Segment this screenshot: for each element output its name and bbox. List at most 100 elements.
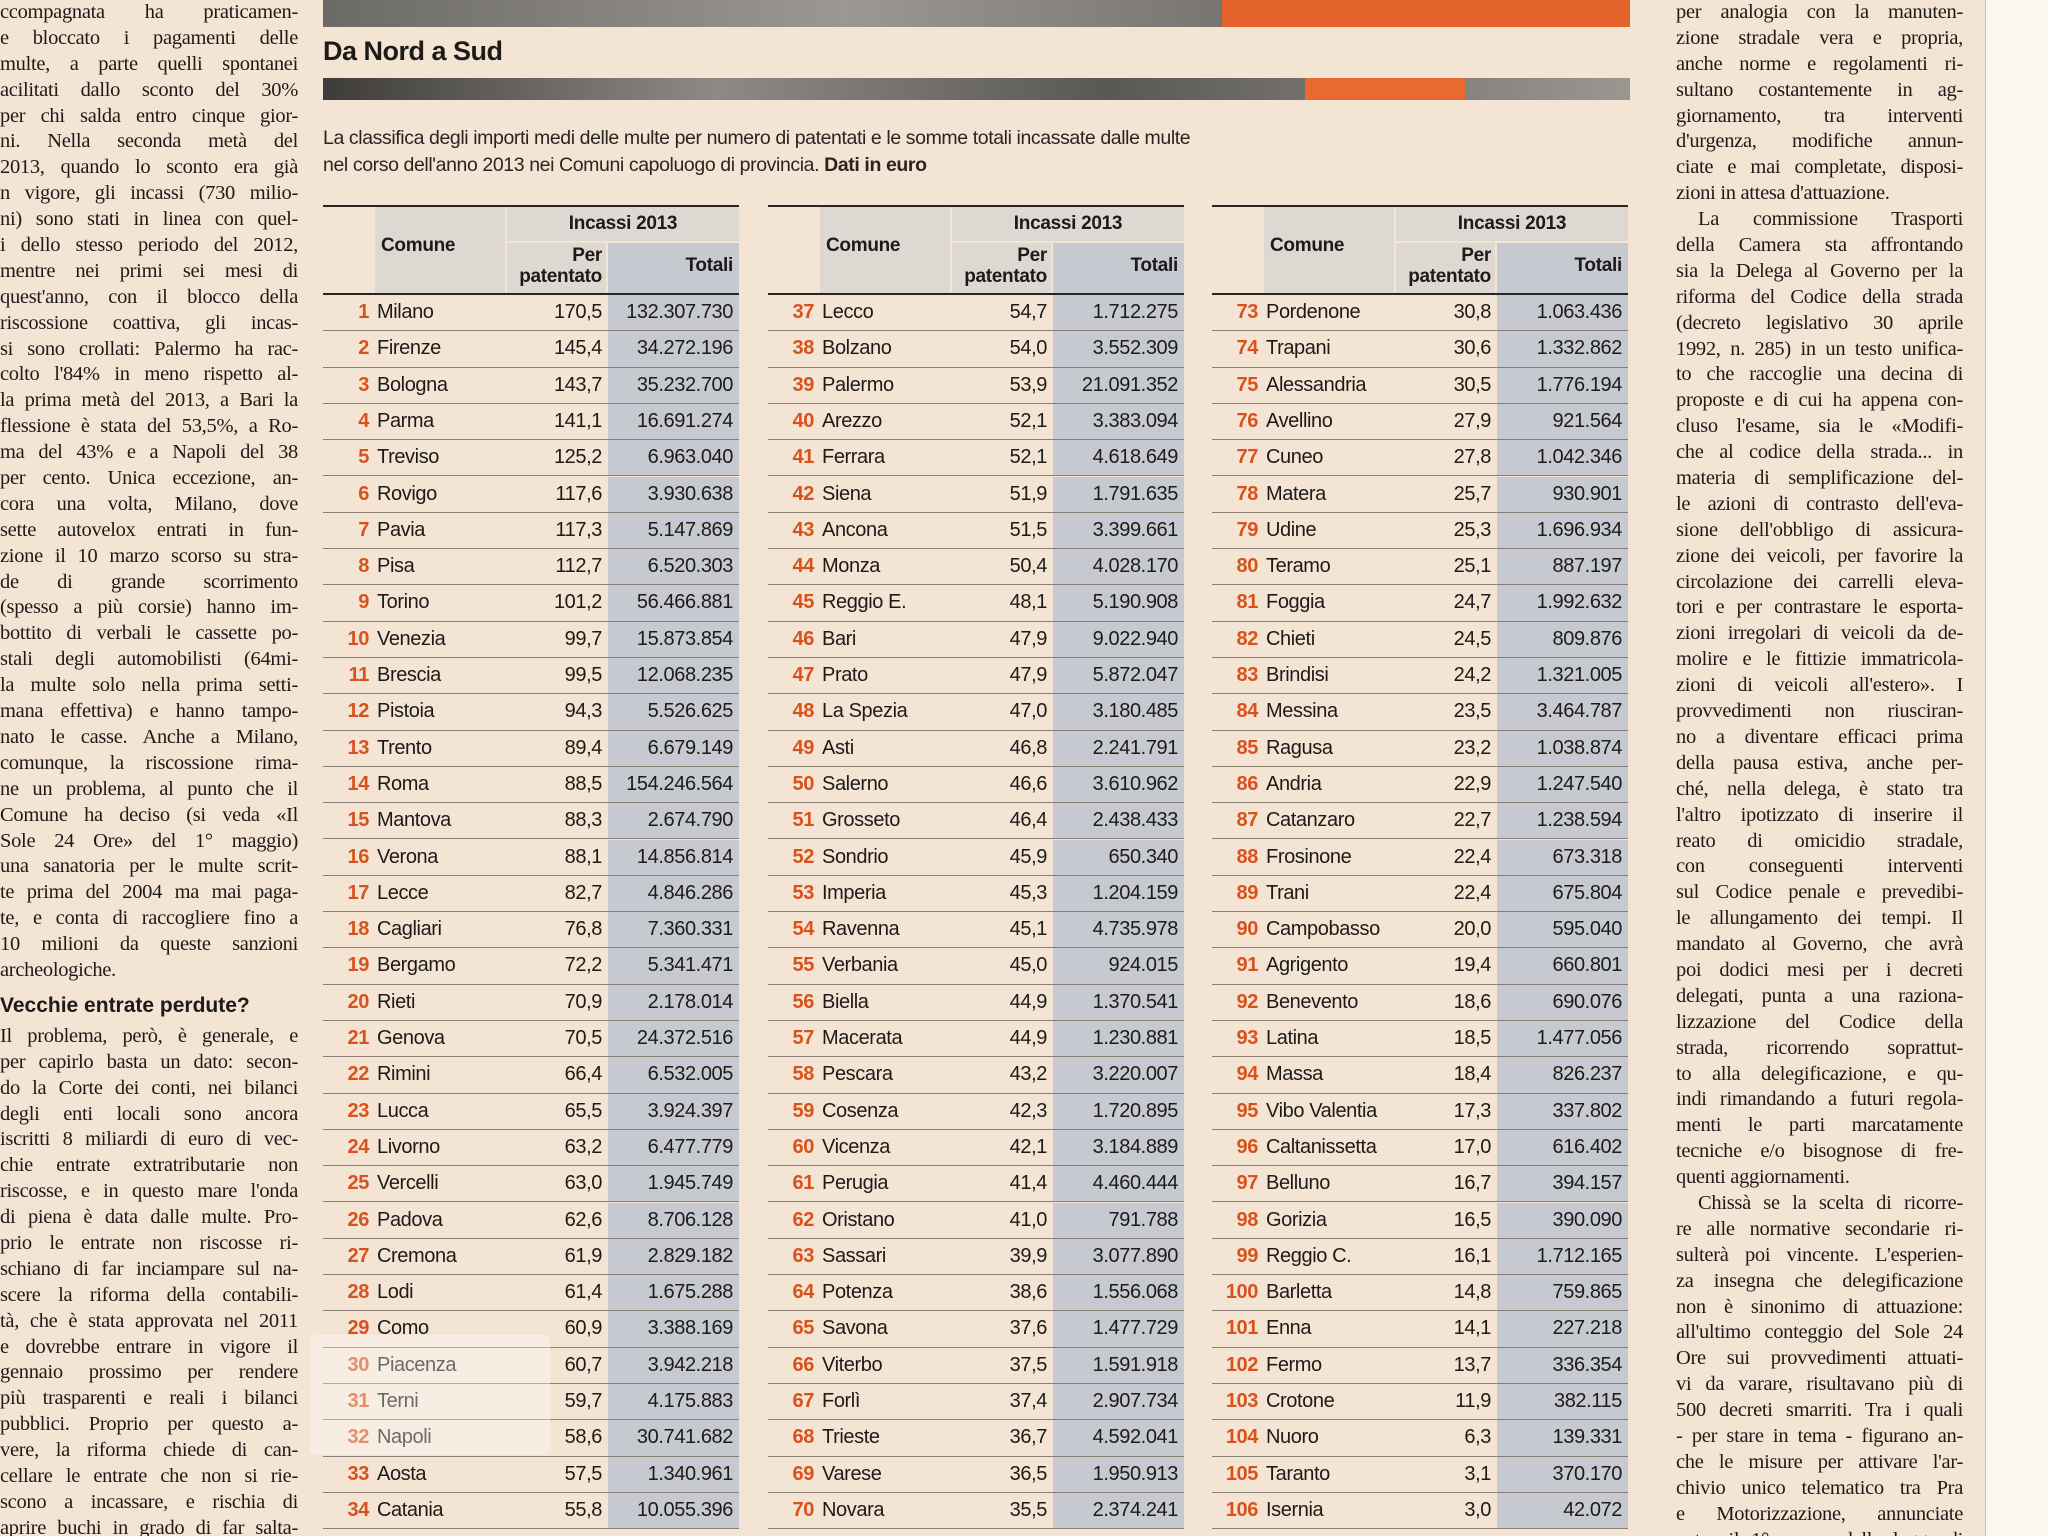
totals-shade bbox=[608, 367, 739, 403]
text-line: della Camera sta affrontando bbox=[1676, 234, 1963, 257]
rank: 54 bbox=[792, 918, 815, 941]
totali: 1.477.056 bbox=[1536, 1027, 1623, 1049]
caption-bold: Dati in euro bbox=[824, 154, 927, 176]
totals-shade bbox=[1497, 331, 1628, 367]
city: Parma bbox=[377, 409, 434, 432]
totali: 5.872.047 bbox=[1092, 664, 1179, 686]
per-patentato: 52,1 bbox=[1009, 409, 1048, 432]
text-line: ccompagnata ha praticamen- bbox=[0, 1, 298, 23]
totali: 5.526.625 bbox=[647, 700, 734, 723]
totali: 1.945.749 bbox=[647, 1172, 734, 1195]
per-patentato: 18,6 bbox=[1453, 990, 1492, 1013]
text-line: che le misure per attivare l'ar- bbox=[1676, 1450, 1963, 1473]
table-row: 17 Lecce 82,7 4.846.286 bbox=[323, 875, 739, 913]
rank: 17 bbox=[347, 881, 370, 904]
table-row: 67 Forlì 37,4 2.907.734 bbox=[768, 1384, 1184, 1421]
totals-shade bbox=[608, 1347, 739, 1383]
city: Livorno bbox=[377, 1135, 440, 1158]
table-row: 30 Piacenza 60,7 3.942.218 bbox=[323, 1347, 739, 1384]
totali: 6.477.779 bbox=[647, 1135, 734, 1158]
city: Cosenza bbox=[822, 1099, 899, 1122]
totals-shade bbox=[608, 585, 739, 621]
table-row: 64 Potenza 38,6 1.556.068 bbox=[768, 1275, 1184, 1312]
table-row: 5 Treviso 125,2 6.963.040 bbox=[323, 440, 739, 477]
text-line: molire e le fittizie immatricola- bbox=[1676, 648, 1963, 671]
text-line: mandato al Governo, che avrà bbox=[1676, 933, 1963, 956]
totals-shade bbox=[608, 912, 739, 948]
totali: 1.204.159 bbox=[1092, 881, 1179, 904]
per-patentato: 18,5 bbox=[1453, 1027, 1492, 1049]
totali: 1.042.346 bbox=[1536, 446, 1623, 469]
totali: 1.370.541 bbox=[1092, 990, 1179, 1013]
totals-shade bbox=[1053, 1456, 1184, 1492]
per-patentato: 24,7 bbox=[1453, 591, 1492, 614]
totals-shade bbox=[1053, 1275, 1184, 1311]
table-row: 25 Vercelli 63,0 1.945.749 bbox=[323, 1166, 739, 1203]
totals-shade bbox=[1053, 803, 1184, 839]
city: Asti bbox=[822, 736, 854, 759]
table-row: 27 Cremona 61,9 2.829.182 bbox=[323, 1238, 739, 1276]
text-line: l'altro ipotizzato di inserire il bbox=[1676, 803, 1963, 826]
city: Potenza bbox=[822, 1281, 893, 1304]
totals-shade bbox=[1497, 585, 1628, 621]
totals-shade bbox=[1497, 1202, 1628, 1238]
totals-shade bbox=[1497, 512, 1628, 549]
totali: 3.399.661 bbox=[1092, 518, 1179, 541]
table-header: Per patentato bbox=[519, 245, 602, 287]
rank: 77 bbox=[1236, 446, 1259, 469]
city: Taranto bbox=[1266, 1462, 1330, 1485]
text-line: sultano costantemente in ag- bbox=[1676, 78, 1963, 101]
rank: 61 bbox=[792, 1172, 815, 1195]
city: Palermo bbox=[822, 373, 894, 396]
rank: 5 bbox=[358, 446, 369, 469]
totals-shade bbox=[1497, 1057, 1628, 1093]
text-line: proposte e di cui ha appena con- bbox=[1676, 389, 1963, 412]
totals-shade bbox=[1497, 1347, 1628, 1383]
per-patentato: 72,2 bbox=[564, 954, 603, 977]
totals-shade bbox=[1053, 1057, 1184, 1093]
per-patentato: 22,4 bbox=[1453, 881, 1492, 904]
rank: 22 bbox=[347, 1063, 370, 1086]
table-row: 96 Caltanissetta 17,0 616.402 bbox=[1212, 1129, 1628, 1167]
table-row: 41 Ferrara 52,1 4.618.649 bbox=[768, 440, 1184, 477]
text-line: colto l'84% in meno rispetto al- bbox=[0, 363, 298, 386]
rank: 87 bbox=[1236, 809, 1259, 832]
header-cell bbox=[1396, 243, 1495, 293]
city: Reggio C. bbox=[1266, 1244, 1352, 1267]
caption: La classifica degli importi medi delle m… bbox=[323, 127, 1191, 149]
table-row: 74 Trapani 30,6 1.332.862 bbox=[1212, 331, 1628, 368]
totali: 1.720.895 bbox=[1092, 1099, 1179, 1122]
header-cell bbox=[1053, 243, 1184, 293]
text-line: riscosse, e in questo mare l'onda bbox=[0, 1180, 298, 1203]
rank: 80 bbox=[1236, 555, 1259, 578]
per-patentato: 51,9 bbox=[1009, 482, 1048, 505]
rank: 68 bbox=[792, 1426, 815, 1449]
text-line: Sole 24 Ore» del 1° maggio) bbox=[0, 829, 298, 852]
table-header: Incassi 2013 bbox=[1457, 213, 1567, 234]
per-patentato: 61,4 bbox=[564, 1281, 603, 1304]
city: Bologna bbox=[377, 373, 448, 396]
totals-shade bbox=[1053, 1311, 1184, 1347]
city: Cremona bbox=[377, 1244, 457, 1267]
per-patentato: 42,1 bbox=[1009, 1135, 1048, 1158]
per-patentato: 44,9 bbox=[1009, 990, 1048, 1013]
rank: 76 bbox=[1236, 409, 1259, 432]
table-row: 28 Lodi 61,4 1.675.288 bbox=[323, 1275, 739, 1312]
per-patentato: 16,5 bbox=[1453, 1208, 1492, 1231]
city: Trapani bbox=[1266, 337, 1331, 360]
totali: 1.321.005 bbox=[1536, 664, 1623, 686]
totali: 3.077.890 bbox=[1092, 1244, 1179, 1267]
per-patentato: 45,3 bbox=[1009, 881, 1048, 904]
totals-shade bbox=[1497, 1129, 1628, 1166]
totals-shade bbox=[608, 766, 739, 803]
totals-shade bbox=[1053, 549, 1184, 585]
totals-shade bbox=[1497, 295, 1628, 331]
totals-shade bbox=[1053, 1021, 1184, 1057]
watermark bbox=[310, 1335, 550, 1455]
city: Andria bbox=[1266, 772, 1322, 795]
city: Lucca bbox=[377, 1099, 429, 1122]
per-patentato: 99,5 bbox=[564, 664, 603, 686]
rank: 23 bbox=[347, 1099, 370, 1122]
totali: 759.865 bbox=[1552, 1281, 1623, 1304]
